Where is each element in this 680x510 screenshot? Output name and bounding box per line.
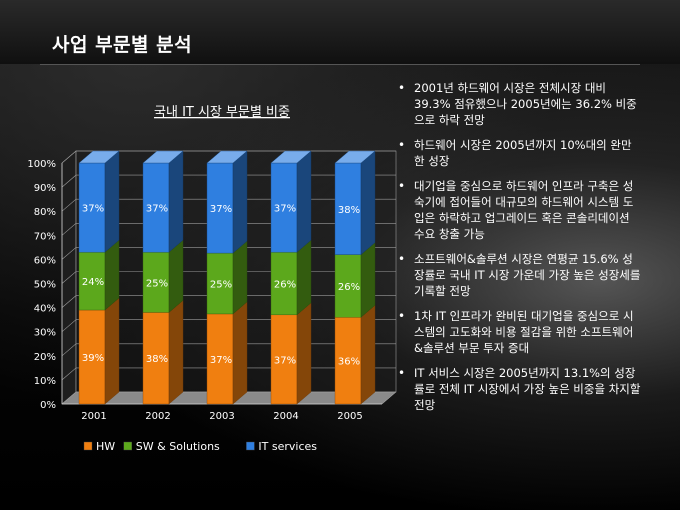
data-label: 37% [274,204,296,215]
bullet-item: • 소프트웨어&솔루션 시장은 연평균 15.6% 성장률로 국내 IT 시장 가… [392,251,642,299]
bullet-text: 대기업을 중심으로 하드웨어 인프라 구축은 성숙기에 접어들어 대규모의 하드… [414,179,634,241]
legend-label: IT services [258,440,317,453]
data-label: 39% [82,353,104,364]
page-title: 사업 부문별 분석 [52,34,193,56]
bullet-item: • 하드웨어 시장은 2005년까지 10%대의 완만한 성장 [392,137,642,169]
bar-segment [270,314,298,405]
x-tick-label: 2004 [273,411,298,422]
header-divider [40,64,640,65]
bar-segment-side [360,242,376,318]
bullet-dot-icon: • [398,138,406,152]
legend-swatch [83,441,93,451]
bar-segment [206,252,234,315]
bar-top [270,150,312,164]
bar-segment-side [168,150,184,253]
chart-title: 국내 IT 시장 부문별 비중 [154,105,290,120]
bullet-text: IT 서비스 시장은 2005년까지 13.1%의 성장률로 전체 IT 시장에… [414,366,641,412]
bar-segment [78,162,106,253]
bar-top [334,150,376,164]
bullet-text: 하드웨어 시장은 2005년까지 10%대의 완만한 성장 [414,138,632,168]
bar-segment-side [232,150,248,254]
data-label: 37% [82,204,104,215]
legend-label: SW & Solutions [136,440,220,453]
y-tick-label: 30% [34,328,56,339]
bar-segment-side [296,302,312,405]
bar-segment-side [104,297,120,405]
data-label: 36% [338,357,360,368]
data-label: 38% [338,205,360,216]
bullet-item: • 1차 IT 인프라가 완비된 대기업을 중심으로 시스템의 고도화와 비용 절… [392,308,642,356]
legend-label: HW [96,440,115,453]
data-label: 37% [210,355,232,366]
bullet-text: 소프트웨어&솔루션 시장은 연평균 15.6% 성장률로 국내 IT 시장 가운… [414,252,641,298]
bullet-dot-icon: • [398,179,406,193]
bar-segment-side [360,304,376,405]
x-tick-label: 2005 [337,411,362,422]
data-label: 26% [274,280,296,291]
bullet-dot-icon: • [398,309,406,323]
bar-segment [206,313,234,405]
bullet-list: • 2001년 하드웨어 시장은 전체시장 대비 39.3% 점유했으나 2005… [392,80,642,422]
y-tick-label: 40% [34,304,56,315]
data-label: 25% [146,278,168,289]
bar-segment [142,251,170,313]
data-label: 37% [146,204,168,215]
y-tick-label: 100% [27,159,56,170]
bar-segment-side [104,150,120,253]
bar-segment-side [104,239,120,311]
bar-segment-side [296,239,312,316]
x-tick-label: 2003 [209,411,234,422]
bullet-item: • 대기업을 중심으로 하드웨어 인프라 구축은 성숙기에 접어들어 대규모의 하… [392,178,642,242]
x-tick-label: 2002 [145,411,170,422]
bar-segment [334,317,362,405]
bar-segment-side [296,150,312,253]
bar-segment-side [232,301,248,405]
y-tick-label: 70% [34,231,56,242]
legend-swatch [123,441,133,451]
bar-segment [270,251,298,316]
data-label: 24% [82,277,104,288]
bar-segment [334,162,362,255]
bullet-dot-icon: • [398,366,406,380]
data-label: 26% [338,282,360,293]
bar-segment [270,162,298,253]
bar-top [78,150,120,164]
y-tick-label: 20% [34,352,56,363]
data-label: 38% [146,354,168,365]
bar-top [142,150,184,164]
bullet-text: 2001년 하드웨어 시장은 전체시장 대비 39.3% 점유했으나 2005년… [414,81,637,127]
data-label: 37% [274,355,296,366]
data-label: 25% [210,280,232,291]
y-tick-label: 0% [40,400,56,411]
bar-segment [142,162,170,253]
bullet-dot-icon: • [398,252,406,266]
y-tick-label: 50% [34,280,56,291]
bar-segment-side [168,239,184,313]
header-bar [0,0,680,64]
bullet-text: 1차 IT 인프라가 완비된 대기업을 중심으로 시스템의 고도화와 비용 절감… [414,309,634,355]
y-tick-label: 80% [34,207,56,218]
bullet-item: • IT 서비스 시장은 2005년까지 13.1%의 성장률로 전체 IT 시장… [392,365,642,413]
bullet-item: • 2001년 하드웨어 시장은 전체시장 대비 39.3% 점유했으나 2005… [392,80,642,128]
bar-segment-side [168,299,184,405]
legend-swatch [246,441,255,451]
bar-segment-side [360,150,376,256]
y-tick-label: 60% [34,255,56,266]
y-tick-label: 10% [34,376,56,387]
x-tick-label: 2001 [81,411,106,422]
bar-segment [334,254,362,318]
data-label: 37% [210,204,232,215]
bullet-dot-icon: • [398,81,406,95]
y-tick-label: 90% [34,183,56,194]
bar-top [206,150,248,164]
bar-segment [142,312,170,405]
bar-segment [78,309,106,405]
bar-segment-side [232,240,248,315]
